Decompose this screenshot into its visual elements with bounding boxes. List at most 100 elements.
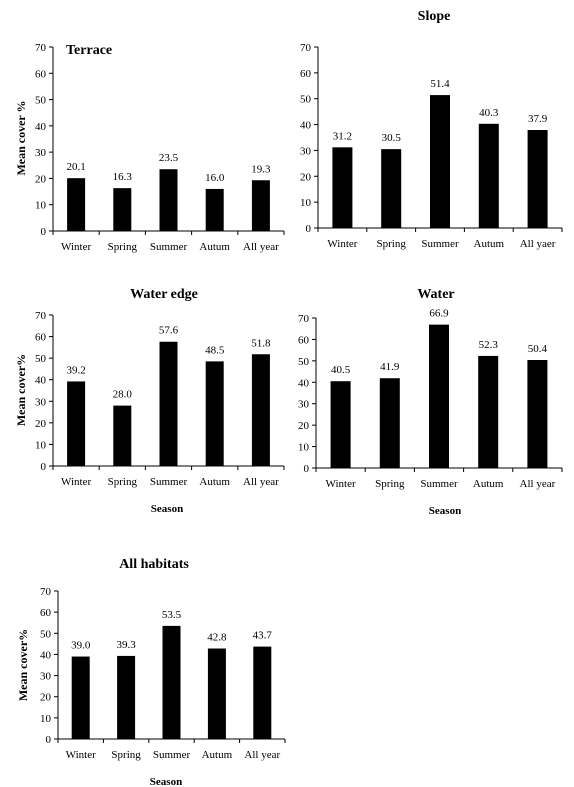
bar-autum bbox=[205, 361, 224, 466]
chart-title: All habitats bbox=[119, 557, 189, 572]
y-tick-label: 70 bbox=[40, 586, 52, 598]
x-category-label: Autum bbox=[199, 476, 230, 488]
bar-summer bbox=[162, 625, 181, 739]
bar-value-label: 19.3 bbox=[251, 163, 271, 175]
bar-winter bbox=[71, 656, 90, 739]
bar-value-label: 39.2 bbox=[66, 364, 85, 376]
y-tick-label: 20 bbox=[40, 692, 52, 704]
bar-spring bbox=[379, 378, 400, 468]
y-tick-label: 0 bbox=[41, 461, 47, 473]
y-tick-label: 0 bbox=[306, 223, 312, 235]
bar-value-label: 37.9 bbox=[528, 113, 548, 125]
y-tick-label: 50 bbox=[35, 95, 47, 107]
y-tick-label: 70 bbox=[35, 42, 47, 54]
y-tick-label: 30 bbox=[35, 147, 47, 159]
y-tick-label: 60 bbox=[40, 607, 52, 619]
y-tick-label: 70 bbox=[35, 310, 47, 322]
x-category-label: Summer bbox=[150, 241, 188, 253]
bar-summer bbox=[159, 169, 178, 231]
x-category-label: Autum bbox=[202, 749, 233, 761]
y-tick-label: 30 bbox=[300, 145, 312, 157]
bar-all-year bbox=[527, 360, 548, 468]
x-category-label: Winter bbox=[326, 478, 356, 490]
y-tick-label: 20 bbox=[35, 418, 47, 430]
bar-value-label: 30.5 bbox=[382, 132, 402, 144]
y-tick-label: 40 bbox=[35, 375, 47, 387]
y-tick-label: 0 bbox=[46, 734, 52, 746]
y-tick-label: 50 bbox=[35, 353, 47, 365]
chart-panel-4: 0 10 20 30 40 50 60 70 40.5 Winter 41.9 Spring 66.9 S… bbox=[298, 287, 563, 517]
x-category-label: Autum bbox=[474, 238, 505, 250]
bar-value-label: 51.4 bbox=[430, 78, 450, 90]
x-category-label: Autum bbox=[199, 241, 230, 253]
y-tick-label: 20 bbox=[35, 173, 47, 185]
bar-value-label: 50.4 bbox=[528, 343, 548, 355]
chart-title: Terrace bbox=[66, 43, 112, 58]
y-tick-label: 40 bbox=[298, 377, 310, 389]
chart-title: Slope bbox=[418, 9, 451, 24]
bar-value-label: 31.2 bbox=[333, 130, 352, 142]
bar-winter bbox=[67, 381, 86, 466]
bar-winter bbox=[67, 178, 86, 231]
x-category-label: Spring bbox=[111, 749, 141, 761]
bar-value-label: 23.5 bbox=[159, 152, 179, 164]
x-axis-label: Season bbox=[429, 505, 461, 517]
bar-spring bbox=[117, 655, 136, 739]
x-category-label: All year bbox=[244, 749, 280, 761]
bar-all-year bbox=[251, 354, 270, 466]
x-category-label: Winter bbox=[327, 238, 357, 250]
y-axis-label: Mean cover% bbox=[14, 354, 28, 426]
bar-summer bbox=[430, 95, 450, 228]
x-axis-label: Season bbox=[150, 776, 182, 787]
x-category-label: Spring bbox=[108, 476, 138, 488]
bar-value-label: 39.3 bbox=[116, 639, 136, 651]
y-tick-label: 30 bbox=[298, 399, 310, 411]
x-category-label: Winter bbox=[66, 749, 96, 761]
chart-panel-2: 0 10 20 30 40 50 60 70 31.2 Winter 30.5 Spring 51.4 S… bbox=[300, 9, 563, 250]
bar-value-label: 28.0 bbox=[113, 389, 133, 401]
y-tick-label: 20 bbox=[300, 171, 312, 183]
y-tick-label: 40 bbox=[40, 649, 52, 661]
y-axis-label: Mean cover% bbox=[16, 629, 30, 701]
bar-value-label: 40.5 bbox=[331, 364, 351, 376]
x-category-label: Spring bbox=[375, 478, 405, 490]
y-tick-label: 40 bbox=[300, 120, 312, 132]
bar-value-label: 43.7 bbox=[253, 630, 273, 642]
x-category-label: All year bbox=[243, 241, 279, 253]
bar-value-label: 48.5 bbox=[205, 344, 225, 356]
y-tick-label: 40 bbox=[35, 121, 47, 133]
bar-all-year bbox=[253, 646, 272, 739]
bar-all-yaer bbox=[527, 130, 548, 228]
chart-panel-1: 0 10 20 30 40 50 60 70 20.1 Winter 16.3 Spring 23.5 S… bbox=[14, 42, 285, 253]
x-category-label: All year bbox=[243, 476, 279, 488]
x-axis-label: Season bbox=[151, 503, 183, 515]
bar-value-label: 16.3 bbox=[113, 171, 133, 183]
x-category-label: All year bbox=[520, 478, 556, 490]
y-tick-label: 30 bbox=[35, 396, 47, 408]
bar-autum bbox=[205, 188, 224, 231]
y-tick-label: 70 bbox=[300, 42, 312, 54]
x-category-label: Summer bbox=[153, 749, 191, 761]
bar-autum bbox=[478, 355, 499, 468]
bar-value-label: 42.8 bbox=[207, 632, 227, 644]
y-tick-label: 50 bbox=[300, 94, 312, 106]
bar-value-label: 66.9 bbox=[429, 308, 449, 320]
y-tick-label: 60 bbox=[298, 334, 310, 346]
y-tick-label: 10 bbox=[300, 197, 312, 209]
y-tick-label: 10 bbox=[40, 713, 52, 725]
bar-value-label: 40.3 bbox=[479, 107, 499, 119]
y-tick-label: 60 bbox=[35, 68, 47, 80]
y-tick-label: 30 bbox=[40, 671, 52, 683]
bar-spring bbox=[381, 149, 402, 228]
x-category-label: Spring bbox=[108, 241, 138, 253]
bar-value-label: 52.3 bbox=[479, 339, 499, 351]
y-tick-label: 50 bbox=[298, 356, 310, 368]
y-tick-label: 60 bbox=[35, 332, 47, 344]
y-axis-label: Mean cover % bbox=[14, 100, 28, 175]
y-tick-label: 20 bbox=[298, 420, 310, 432]
x-category-label: All yaer bbox=[520, 238, 556, 250]
y-tick-label: 10 bbox=[298, 442, 310, 454]
x-category-label: Spring bbox=[377, 238, 407, 250]
bar-value-label: 53.5 bbox=[162, 609, 182, 621]
